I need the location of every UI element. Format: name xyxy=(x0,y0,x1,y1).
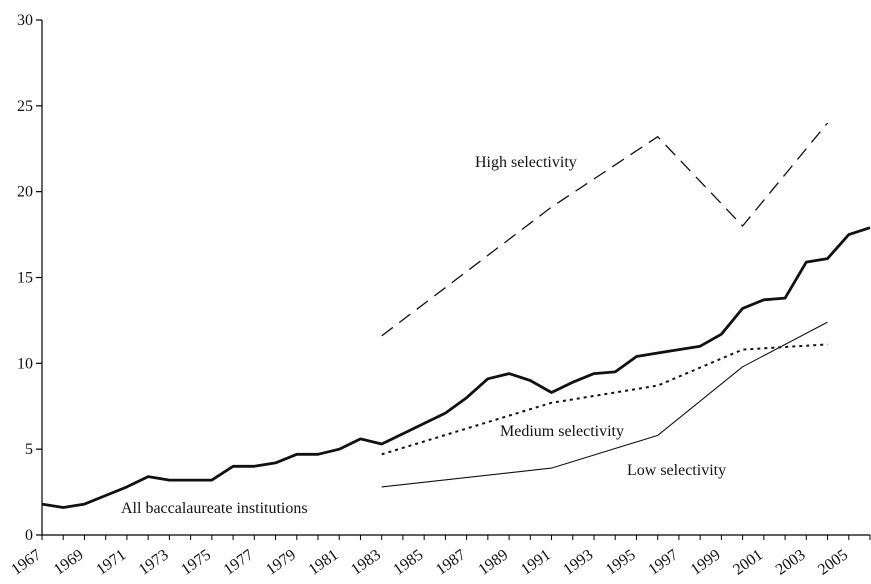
x-tick-label: 1967 xyxy=(8,546,44,578)
series-line-high-selectivity xyxy=(381,122,829,337)
y-tick-label: 5 xyxy=(25,441,33,458)
x-tick-label: 1973 xyxy=(136,546,172,578)
x-tick-label: 2005 xyxy=(815,546,851,578)
series-label-medium: Medium selectivity xyxy=(500,423,624,440)
y-tick-label: 10 xyxy=(17,355,33,372)
x-tick-label: 1993 xyxy=(560,546,596,578)
series-label-low: Low selectivity xyxy=(627,462,726,479)
x-tick-label: 1971 xyxy=(93,546,129,578)
y-tick-label: 25 xyxy=(17,98,33,115)
x-tick-label: 1987 xyxy=(433,546,469,578)
x-tick-label: 2003 xyxy=(773,546,809,578)
y-tick-label: 20 xyxy=(17,184,33,201)
x-tick-label: 1981 xyxy=(306,546,342,578)
series-line-low-selectivity xyxy=(381,321,828,488)
x-tick-label: 1983 xyxy=(348,546,384,578)
chart-series-labels: All baccalaureate institutions High sele… xyxy=(121,154,726,517)
x-tick-label: 1979 xyxy=(263,546,299,578)
chart-series xyxy=(41,122,871,509)
x-tick-label: 1977 xyxy=(221,546,257,578)
x-tick-label: 1969 xyxy=(51,546,87,578)
series-line-all-baccalaureate xyxy=(41,226,871,509)
chart-axes: 0 5 10 15 20 25 30 1967 1969 1971 1973 1975 1977 1979… xyxy=(8,12,871,579)
x-tick-label: 1997 xyxy=(645,546,681,578)
y-tick-label: 15 xyxy=(17,270,33,287)
x-tick-label: 1989 xyxy=(475,546,511,578)
x-tick-label: 1985 xyxy=(390,546,426,578)
x-tick-label: 1991 xyxy=(518,546,554,578)
x-tick-label: 1995 xyxy=(603,546,639,578)
x-tick-label: 2001 xyxy=(730,546,766,578)
x-tick-label: 1975 xyxy=(178,546,214,578)
x-tick-label: 1999 xyxy=(688,546,724,578)
series-label-high: High selectivity xyxy=(475,154,577,171)
y-tick-label: 0 xyxy=(25,527,33,544)
series-label-all: All baccalaureate institutions xyxy=(121,500,308,517)
y-tick-label: 30 xyxy=(17,12,33,29)
